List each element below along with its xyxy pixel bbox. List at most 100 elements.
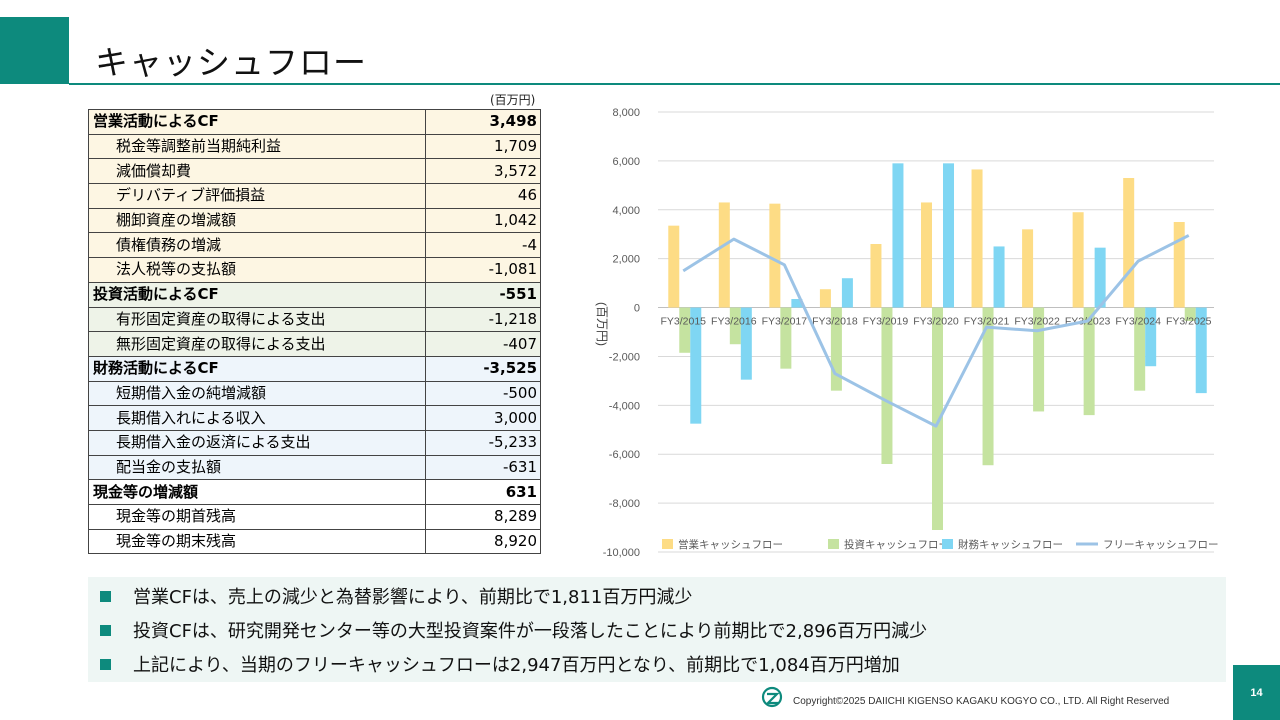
table-row: 財務活動によるCF -3,525: [88, 355, 541, 382]
page-title: キャッシュフロー: [95, 43, 367, 82]
bar: [1145, 307, 1157, 367]
table-row: 長期借入れによる収入 3,000: [88, 405, 541, 431]
row-label: 長期借入れによる収入: [88, 405, 426, 431]
table-row: 現金等の期首残高 8,289: [88, 504, 541, 530]
bullet-text: 営業CFは、売上の減少と為替影響により、前期比で1,811百万円減少: [133, 587, 693, 608]
bar: [668, 225, 680, 308]
bar: [881, 307, 893, 464]
bar: [943, 163, 954, 308]
table-row: 短期借入金の純増減額 -500: [88, 380, 541, 407]
y-tick-label: -8,000: [609, 498, 640, 510]
row-value: 3,572: [425, 158, 541, 185]
x-tick-label: FY3/2019: [863, 316, 909, 328]
row-label: 法人税等の支払額: [88, 257, 426, 283]
y-tick-label: 8,000: [612, 107, 640, 119]
bar: [830, 307, 842, 391]
copyright-text: Copyright©2025 DAIICHI KIGENSO KAGAKU KO…: [793, 696, 1170, 707]
bar: [1033, 307, 1045, 412]
table-row: 減価償却費 3,572: [88, 158, 541, 185]
row-label: 財務活動によるCF: [88, 355, 426, 382]
row-value: 8,920: [425, 528, 541, 555]
bullet-item: 投資CFは、研究開発センター等の大型投資案件が一段落したことにより前期比で2,8…: [100, 617, 927, 643]
y-axis-label: (百万円): [595, 302, 609, 346]
y-tick-label: -6,000: [609, 449, 640, 461]
row-label: 配当金の支払額: [88, 454, 426, 481]
table-row: デリバティブ評価損益 46: [88, 183, 541, 209]
bar: [690, 307, 702, 424]
bullet-square-icon: [100, 624, 111, 636]
row-value: -5,233: [425, 429, 541, 456]
table-row: 税金等調整前当期純利益 1,709: [88, 133, 541, 160]
row-value: -1,081: [425, 257, 541, 283]
bar: [892, 163, 904, 308]
x-tick-label: FY3/2016: [711, 316, 757, 328]
x-tick-label: FY3/2024: [1115, 316, 1161, 328]
bar: [971, 169, 983, 308]
bar: [819, 289, 831, 308]
bar: [993, 246, 1005, 308]
table-row: 長期借入金の返済による支出 -5,233: [88, 429, 541, 456]
x-tick-label: FY3/2018: [812, 316, 858, 328]
title-underline: [69, 83, 1280, 85]
bar: [870, 244, 882, 308]
row-value: -500: [425, 380, 541, 407]
row-value: 46: [425, 183, 541, 209]
row-label: 無形固定資産の取得による支出: [88, 331, 426, 357]
bullet-square-icon: [100, 658, 111, 670]
table-row: 債権債務の増減 -4: [88, 232, 541, 259]
legend-swatch: [662, 539, 673, 549]
row-label: 税金等調整前当期純利益: [88, 133, 426, 160]
bar: [1123, 178, 1135, 308]
legend-label: 投資キャッシュフロー: [844, 538, 949, 551]
bar: [921, 202, 932, 308]
title-accent-block: [0, 17, 69, 84]
legend-swatch: [942, 539, 953, 549]
company-logo-icon: [761, 686, 783, 708]
x-tick-label: FY3/2025: [1166, 316, 1212, 328]
y-tick-label: -2,000: [609, 351, 640, 363]
cashflow-chart: 8,000 6,000 4,000 2,000 0 -2,000 -4,000 -6,000 -…: [595, 107, 1219, 559]
legend-swatch: [828, 539, 839, 549]
bar: [1022, 229, 1034, 308]
x-tick-label: FY3/2022: [1014, 316, 1060, 328]
row-label: デリバティブ評価損益: [88, 183, 426, 209]
bar: [1083, 307, 1095, 416]
row-value: 1,709: [425, 133, 541, 160]
row-value: -631: [425, 454, 541, 481]
bar: [982, 307, 994, 466]
cashflow-table: 営業活動によるCF 3,498 税金等調整前当期純利益 1,709 減価償却費 3,572…: [88, 109, 541, 555]
row-label: 債権債務の増減: [88, 232, 426, 259]
table-row: 有形固定資産の取得による支出 -1,218: [88, 306, 541, 333]
table-row: 現金等の増減額 631: [88, 479, 541, 505]
row-label: 有形固定資産の取得による支出: [88, 306, 426, 333]
bar: [841, 278, 853, 308]
row-value: 3,000: [425, 405, 541, 431]
bar: [1072, 212, 1084, 308]
bullet-item: 上記により、当期のフリーキャッシュフローは2,947百万円となり、前期比で1,0…: [100, 651, 900, 677]
row-value: 631: [425, 479, 541, 505]
x-tick-label: FY3/2021: [964, 316, 1010, 328]
row-label: 長期借入金の返済による支出: [88, 429, 426, 456]
table-row: 投資活動によるCF -551: [88, 281, 541, 308]
bar: [740, 307, 752, 380]
row-value: -4: [425, 232, 541, 259]
table-row: 営業活動によるCF 3,498: [88, 109, 541, 135]
bar: [769, 203, 781, 308]
bar: [932, 307, 943, 530]
row-value: 1,042: [425, 207, 541, 234]
bullet-item: 営業CFは、売上の減少と為替影響により、前期比で1,811百万円減少: [100, 583, 692, 609]
bar: [791, 299, 803, 308]
y-tick-label: 2,000: [612, 254, 640, 266]
bar: [1184, 307, 1196, 321]
bar: [1134, 307, 1146, 391]
row-value: -3,525: [425, 355, 541, 382]
row-label: 現金等の期末残高: [88, 528, 426, 555]
bar: [1173, 222, 1185, 308]
table-row: 現金等の期末残高 8,920: [88, 528, 541, 555]
page-number: 14: [1233, 665, 1280, 720]
bullet-square-icon: [100, 590, 111, 602]
row-value: -1,218: [425, 306, 541, 333]
bullet-text: 上記により、当期のフリーキャッシュフローは2,947百万円となり、前期比で1,0…: [133, 655, 900, 676]
table-row: 配当金の支払額 -631: [88, 454, 541, 481]
x-tick-label: FY3/2015: [660, 316, 706, 328]
